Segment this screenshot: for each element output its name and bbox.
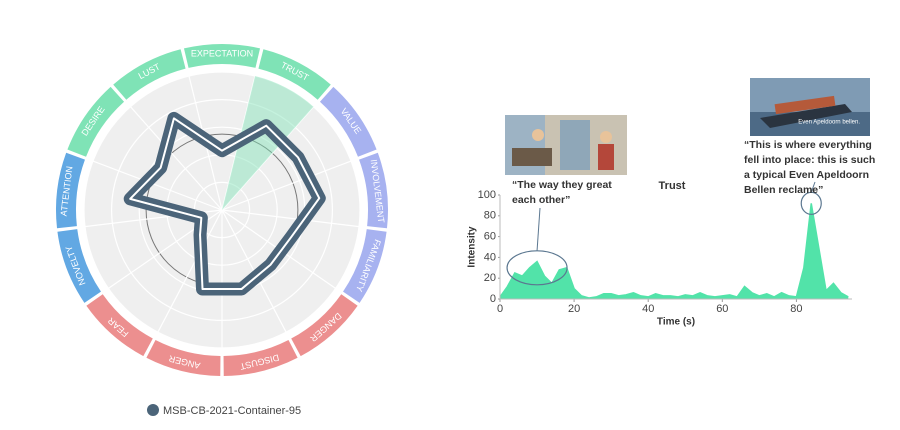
category-band — [113, 49, 186, 100]
y-tick-label: 100 — [478, 189, 496, 201]
annotation-text: “This is where everything fell into plac… — [744, 139, 876, 196]
category-band — [67, 86, 125, 157]
legend-swatch — [147, 404, 159, 416]
y-tick-label: 20 — [484, 272, 496, 284]
y-tick-label: 80 — [484, 210, 496, 222]
category-label: EXPECTATION — [191, 48, 253, 58]
thumbnail-office — [505, 115, 627, 175]
y-tick-label: 0 — [490, 293, 496, 305]
annotation-text: “The way they great each other” — [512, 179, 612, 206]
category-band — [146, 339, 221, 376]
x-tick-label: 80 — [790, 303, 802, 315]
radar-inner-line — [129, 117, 321, 291]
x-tick-label: 60 — [716, 303, 728, 315]
annotation-connector — [810, 181, 816, 193]
category-band — [359, 152, 388, 229]
area-fill — [500, 203, 849, 299]
spoke — [130, 106, 223, 211]
x-tick-label: 0 — [497, 303, 503, 315]
category-band — [258, 49, 331, 100]
x-tick-label: 20 — [568, 303, 580, 315]
category-band — [223, 339, 298, 376]
category-band — [57, 229, 101, 303]
legend-label: MSB-CB-2021-Container-95 — [163, 405, 301, 417]
chart-title: Trust — [659, 180, 686, 192]
spoke — [221, 160, 352, 211]
annotation-connector — [536, 207, 541, 251]
x-tick-label: 40 — [642, 303, 654, 315]
highlight-wedge — [222, 76, 314, 210]
x-axis-label: Time (s) — [657, 317, 695, 328]
category-band — [319, 86, 377, 157]
category-band — [183, 44, 261, 68]
area-line — [499, 203, 849, 299]
y-tick-label: 40 — [484, 251, 496, 263]
thumbnail-ship: Even Apeldoorn bellen. — [750, 78, 870, 136]
category-band — [343, 229, 387, 303]
y-axis-label: Intensity — [467, 226, 478, 268]
category-band — [291, 294, 358, 357]
spoke — [92, 160, 223, 211]
thumbnail-text: Even Apeldoorn bellen. — [798, 120, 860, 126]
y-tick-label: 60 — [484, 231, 496, 243]
spoke — [221, 209, 360, 228]
spoke — [157, 209, 223, 333]
spoke — [221, 106, 314, 211]
category-band — [86, 294, 153, 357]
category-band — [56, 152, 85, 229]
